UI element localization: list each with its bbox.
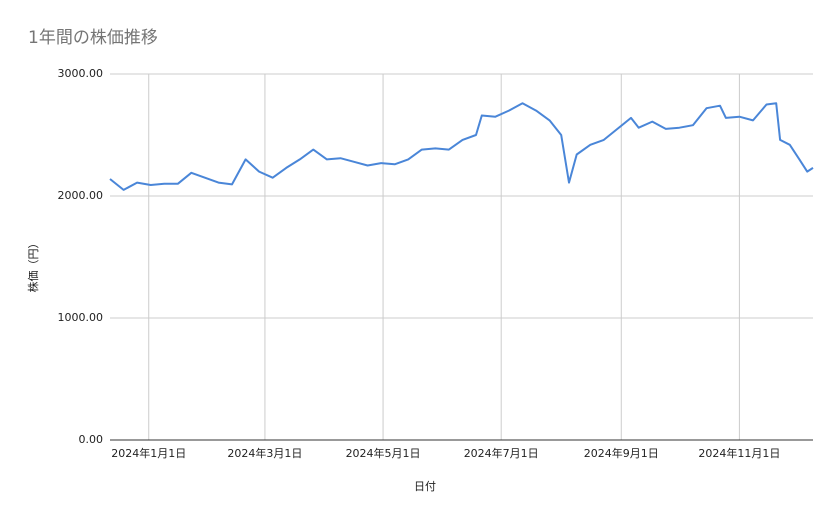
y-tick-label: 3000.00 bbox=[58, 67, 104, 80]
x-tick-label: 2024年1月1日 bbox=[111, 446, 186, 460]
x-tick-label: 2024年5月1日 bbox=[346, 446, 421, 460]
x-tick-label: 2024年11月1日 bbox=[698, 446, 780, 460]
x-tick-label: 2024年7月1日 bbox=[464, 446, 539, 460]
x-axis-label: 日付 bbox=[414, 480, 436, 493]
y-axis-label: 株価（円） bbox=[26, 238, 40, 293]
x-tick-label: 2024年3月1日 bbox=[227, 446, 302, 460]
y-tick-label: 0.00 bbox=[79, 433, 104, 446]
y-tick-label: 1000.00 bbox=[58, 311, 104, 324]
chart-title: 1年間の株価推移 bbox=[28, 28, 158, 48]
line bbox=[109, 102, 814, 191]
x-tick-label: 2024年9月1日 bbox=[584, 446, 659, 460]
y-tick-label: 2000.00 bbox=[58, 189, 104, 202]
